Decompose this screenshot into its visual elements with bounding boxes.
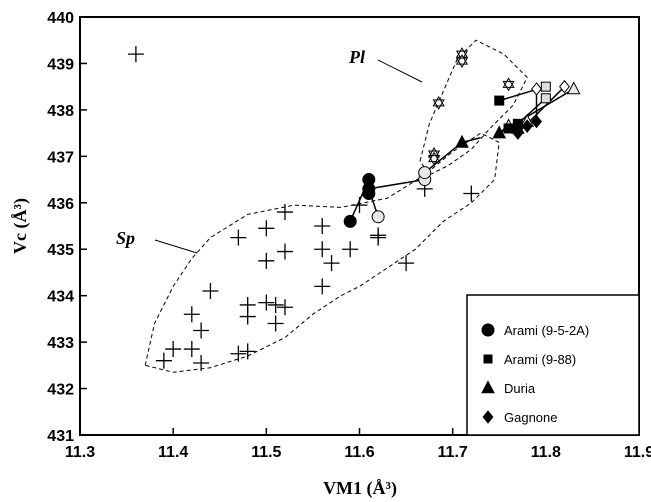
plus-point [398,255,415,272]
x-tick-label: 11.9 [624,444,651,461]
legend-label: Duria [504,381,536,396]
plus-point [314,218,331,234]
plus-point [193,322,210,339]
y-tick-label: 433 [47,335,74,352]
open-square-point [540,93,551,104]
connector-line [368,178,425,190]
plus-point [193,355,210,372]
open-diamond-point [559,79,570,94]
plus-point [239,343,256,360]
y-tick-label: 435 [47,242,74,259]
plus-point [463,185,480,202]
x-tick-label: 11.5 [251,444,281,461]
y-tick-label: 434 [47,289,74,306]
plus-point [314,241,331,258]
plus-point [351,197,368,214]
y-tick-label: 438 [47,103,74,120]
plus-point [127,46,144,63]
plus-point [276,204,293,221]
series-point-square [494,95,505,106]
plus-point [314,278,331,295]
star-triangle-down [455,50,469,62]
legend-label: Arami (9-88) [504,352,576,367]
y-tick-label: 431 [47,428,74,445]
plus-point [276,299,293,316]
plus-point [155,352,172,369]
y-tick-label: 440 [47,10,74,27]
plus-point [258,220,275,237]
series-point-circle [343,214,357,228]
x-tick-label: 11.3 [65,444,95,461]
series-point-circle [362,186,376,200]
regions [144,39,528,373]
legend: Arami (9-5-2A) Arami (9-88) Duria Gagnone [466,294,640,436]
star-point [427,151,441,166]
open-circle-point [371,210,385,224]
legend-label: Arami (9-5-2A) [504,323,589,338]
plus-point [230,229,247,246]
series-point-diamond [512,126,524,140]
plus-point [323,255,340,272]
x-tick-label: 11.7 [438,444,468,461]
series-point-triangle [492,125,507,139]
region-label-leader [154,239,198,254]
region-pl-outline [419,39,528,176]
x-axis-title: VM1 (Å³) [323,478,397,499]
plus-point [202,283,219,300]
legend-marker-square [483,354,493,364]
plus-point [230,345,247,362]
star-triangle-up [432,95,445,107]
legend-box [466,294,640,436]
plus-point [276,243,293,260]
open-diamond-point [531,82,542,96]
region-labels: Sp Pl [116,47,423,254]
plus-point [165,341,182,358]
legend-marker-diamond [482,410,494,424]
region-label-sp: Sp [116,228,135,248]
legend-marker-circle [481,323,495,337]
series-point-square [503,123,514,134]
star-point [432,95,445,110]
plus-point [258,252,275,269]
connector-lines [349,85,575,222]
star-triangle-down [502,80,515,92]
plus-point [342,241,359,258]
open-triangle-point [566,81,581,95]
star-triangle-down [427,155,441,166]
region-label-leader [377,59,423,83]
series-point-diamond [531,114,542,129]
plus-point [239,308,256,325]
plus-point [258,294,275,311]
plus-point [267,296,284,313]
plus-point [183,306,200,323]
star-point [455,54,469,69]
y-tick-label: 439 [47,56,74,73]
star-triangle-down [432,99,445,110]
open-square-point [540,81,551,92]
series-point-diamond [521,119,533,133]
data-points [127,46,581,372]
plus-point [183,341,200,358]
star-triangle-up [502,77,515,88]
open-circle-point [418,166,432,180]
series-point-triangle [455,134,469,148]
axis-ticks: 11.3 11.4 11.5 11.6 11.7 11.8 11.9 431 432 433 434… [47,10,651,461]
region-sp-outline [144,132,500,373]
y-tick-label: 437 [47,149,74,166]
star-triangle-down [455,57,469,69]
star-point [502,77,515,92]
plus-point [267,315,284,332]
x-tick-label: 11.4 [158,444,188,461]
x-tick-label: 11.8 [531,444,561,461]
y-tick-label: 436 [47,196,74,213]
plus-point [370,229,387,246]
legend-label: Gagnone [504,410,558,425]
x-tick-label: 11.6 [344,444,374,461]
legend-marker-triangle [481,380,495,394]
y-axis-title: Vc (Å³) [10,198,31,254]
region-label-pl: Pl [348,47,365,67]
y-tick-label: 432 [47,382,74,399]
